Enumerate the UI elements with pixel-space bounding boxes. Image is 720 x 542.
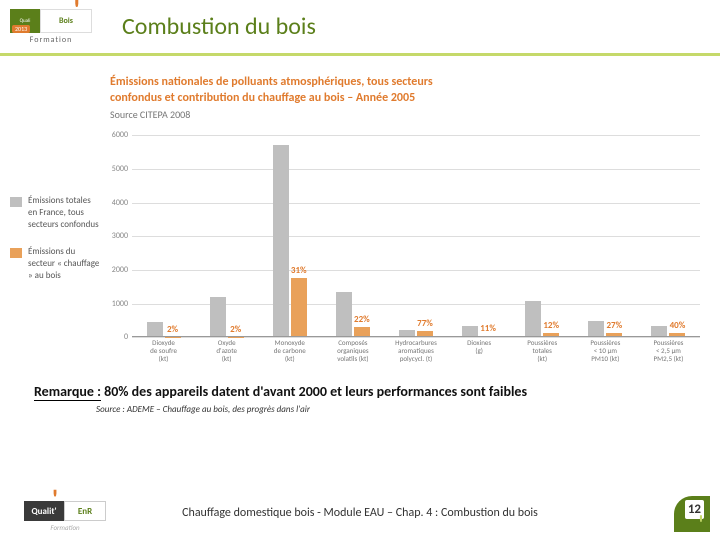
source-note: Source : ADEME – Chauffage au bois, des …: [96, 404, 720, 415]
y-tick-label: 0: [100, 332, 128, 342]
x-axis: [132, 336, 700, 337]
legend-total: Émissions totales en France, tous secteu…: [10, 195, 100, 230]
bar-percent-label: 77%: [417, 318, 433, 329]
bar-percent-label: 2%: [230, 324, 241, 335]
category-group: 11%: [448, 135, 511, 337]
chart-title-line1: Émissions nationales de polluants atmosp…: [110, 74, 700, 90]
y-tick-label: 6000: [100, 130, 128, 140]
category-group: 40%: [637, 135, 700, 337]
slide-header: Quali Bois ' 2013 Formation Combustion d…: [0, 0, 720, 56]
chart-legend: Émissions totales en France, tous secteu…: [10, 195, 100, 365]
y-tick-label: 5000: [100, 164, 128, 174]
logo-year: 2013: [12, 25, 30, 33]
curl-icon: ': [698, 519, 704, 530]
legend-label-total: Émissions totales en France, tous secteu…: [28, 195, 100, 230]
x-tick-label: Poussières< 10 µmPM10 (kt): [574, 339, 637, 365]
y-tick-label: 2000: [100, 265, 128, 275]
bar-percent-label: 11%: [480, 323, 496, 334]
x-tick-label: Oxyded'azote(kt): [195, 339, 258, 365]
bar-percent-label: 31%: [291, 265, 307, 276]
remark-text: 80% des appareils datent d'avant 2000 et…: [101, 383, 527, 400]
bar-total: [525, 301, 541, 337]
slide-footer: Qualit' EnR ' Formation Chauffage domest…: [0, 488, 720, 540]
x-tick-label: Composésorganiquesvolatils (kt): [321, 339, 384, 365]
category-group: 2%: [132, 135, 195, 337]
y-tick-label: 1000: [100, 299, 128, 309]
category-group: 12%: [511, 135, 574, 337]
bar-percent-label: 2%: [167, 324, 178, 335]
bar-total: [588, 321, 604, 338]
legend-swatch-wood: [10, 248, 22, 258]
category-group: 31%: [258, 135, 321, 337]
category-group: 2%: [195, 135, 258, 337]
logo2-sub: Formation: [24, 523, 106, 532]
legend-wood: Émissions du secteur « chauffage » au bo…: [10, 246, 100, 281]
page-number-badge: 12 ': [674, 496, 710, 532]
remark-lead: Remarque :: [34, 383, 101, 401]
x-tick-label: Dioxines(g): [448, 339, 511, 365]
category-group: 22%: [321, 135, 384, 337]
bar-percent-label: 12%: [543, 320, 559, 331]
legend-label-wood: Émissions du secteur « chauffage » au bo…: [28, 246, 100, 281]
chart-container: Émissions nationales de polluants atmosp…: [110, 74, 700, 365]
legend-swatch-total: [10, 197, 22, 207]
x-tick-label: Dioxydede soufre(kt): [132, 339, 195, 365]
bar-percent-label: 27%: [606, 320, 622, 331]
x-tick-label: Poussières< 2,5 µmPM2,5 (kt): [637, 339, 700, 365]
bar-total: [273, 145, 289, 337]
qualibois-logo: Quali Bois ' 2013 Formation: [10, 9, 92, 51]
y-tick-label: 3000: [100, 231, 128, 241]
bar-total: [147, 322, 163, 338]
bar-total: [336, 292, 352, 337]
page-title: Combustion du bois: [122, 12, 316, 41]
logo-formation: Formation: [10, 35, 92, 45]
chart-source: Source CITEPA 2008: [110, 108, 700, 121]
x-tick-label: Poussièrestotales(kt): [511, 339, 574, 365]
x-tick-label: Hydrocarburesaromatiquespolycycl. (t): [384, 339, 447, 365]
footer-text: Chauffage domestique bois - Module EAU –…: [0, 506, 720, 520]
apostrophe-icon: ': [52, 493, 58, 506]
apostrophe-icon: ': [73, 3, 80, 17]
chart-plot: 2% 2% 31% 22% 77% 11% 12% 27% 40% Dioxydede souf…: [100, 135, 700, 365]
bar-total: [210, 297, 226, 338]
x-tick-label: Monoxydede carbone(kt): [258, 339, 321, 365]
remark-line: Remarque : 80% des appareils datent d'av…: [34, 383, 700, 400]
category-group: 77%: [384, 135, 447, 337]
chart-title-line2: confondus et contribution du chauffage a…: [110, 90, 700, 106]
bar-wood: 31%: [291, 278, 307, 338]
bar-percent-label: 40%: [670, 320, 686, 331]
category-group: 27%: [574, 135, 637, 337]
bar-percent-label: 22%: [354, 314, 370, 325]
logo-right: Bois: [40, 9, 92, 33]
y-tick-label: 4000: [100, 198, 128, 208]
